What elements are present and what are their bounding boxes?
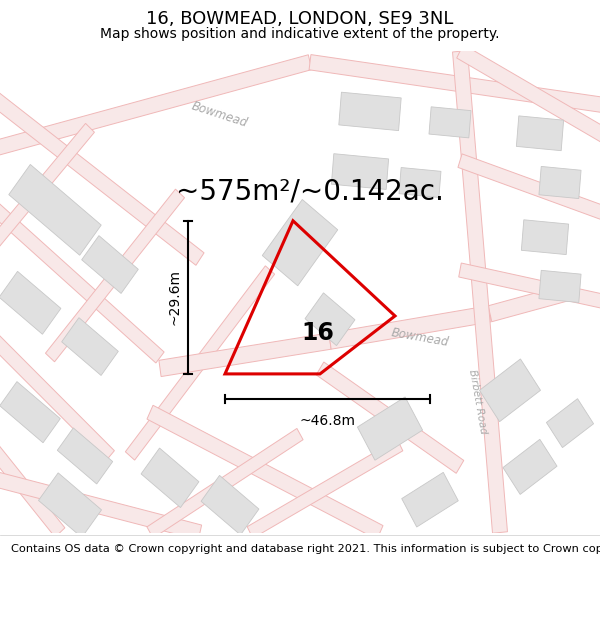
Polygon shape bbox=[0, 382, 60, 442]
Polygon shape bbox=[331, 154, 389, 189]
Text: Birbett Road: Birbett Road bbox=[467, 368, 488, 434]
Polygon shape bbox=[9, 164, 101, 255]
Polygon shape bbox=[358, 397, 422, 460]
Polygon shape bbox=[147, 428, 303, 538]
Polygon shape bbox=[159, 333, 331, 376]
Polygon shape bbox=[0, 331, 115, 461]
Polygon shape bbox=[147, 405, 383, 539]
Polygon shape bbox=[0, 123, 94, 252]
Polygon shape bbox=[82, 236, 139, 293]
Text: Map shows position and indicative extent of the property.: Map shows position and indicative extent… bbox=[100, 27, 500, 41]
Polygon shape bbox=[452, 51, 508, 533]
Text: Bowmead: Bowmead bbox=[390, 326, 450, 349]
Polygon shape bbox=[247, 439, 403, 538]
Polygon shape bbox=[503, 439, 557, 494]
Polygon shape bbox=[38, 473, 101, 538]
Polygon shape bbox=[46, 189, 185, 362]
Polygon shape bbox=[57, 428, 113, 484]
Polygon shape bbox=[262, 199, 338, 286]
Polygon shape bbox=[402, 472, 458, 527]
Polygon shape bbox=[539, 271, 581, 302]
Polygon shape bbox=[201, 476, 259, 535]
Polygon shape bbox=[479, 359, 541, 422]
Polygon shape bbox=[457, 44, 600, 146]
Polygon shape bbox=[316, 362, 464, 473]
Text: 16: 16 bbox=[302, 321, 334, 346]
Polygon shape bbox=[547, 399, 593, 448]
Polygon shape bbox=[339, 92, 401, 131]
Text: 16, BOWMEAD, LONDON, SE9 3NL: 16, BOWMEAD, LONDON, SE9 3NL bbox=[146, 10, 454, 28]
Text: Contains OS data © Crown copyright and database right 2021. This information is : Contains OS data © Crown copyright and d… bbox=[11, 544, 600, 554]
Polygon shape bbox=[0, 199, 164, 363]
Polygon shape bbox=[0, 441, 65, 537]
Polygon shape bbox=[309, 54, 600, 114]
Text: ~575m²/~0.142ac.: ~575m²/~0.142ac. bbox=[176, 177, 444, 205]
Text: Bowmead: Bowmead bbox=[190, 99, 250, 130]
Polygon shape bbox=[0, 471, 202, 540]
Polygon shape bbox=[539, 166, 581, 199]
Polygon shape bbox=[459, 263, 600, 310]
Polygon shape bbox=[0, 89, 204, 265]
Polygon shape bbox=[399, 168, 441, 198]
Polygon shape bbox=[0, 271, 61, 334]
Polygon shape bbox=[329, 306, 491, 349]
Polygon shape bbox=[521, 220, 569, 254]
Polygon shape bbox=[62, 318, 118, 376]
Polygon shape bbox=[0, 55, 311, 157]
Text: ~29.6m: ~29.6m bbox=[168, 269, 182, 326]
Polygon shape bbox=[458, 154, 600, 222]
Text: ~46.8m: ~46.8m bbox=[299, 414, 355, 428]
Polygon shape bbox=[517, 116, 563, 151]
Polygon shape bbox=[488, 284, 572, 322]
Polygon shape bbox=[141, 448, 199, 508]
Polygon shape bbox=[125, 266, 275, 460]
Polygon shape bbox=[429, 107, 471, 138]
Polygon shape bbox=[305, 293, 355, 346]
